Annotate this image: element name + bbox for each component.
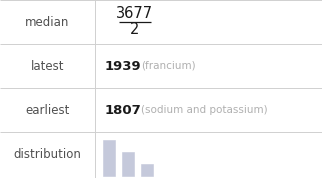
Text: 3677: 3677: [117, 7, 154, 22]
Bar: [103, 140, 115, 176]
Text: 1939: 1939: [105, 59, 142, 72]
Bar: [141, 164, 153, 176]
Text: latest: latest: [31, 59, 64, 72]
Text: (sodium and potassium): (sodium and potassium): [141, 105, 268, 115]
Text: 2: 2: [130, 22, 140, 38]
Bar: [122, 152, 134, 176]
Text: (francium): (francium): [141, 61, 196, 71]
Text: 1807: 1807: [105, 103, 142, 116]
Text: median: median: [25, 15, 70, 28]
Text: earliest: earliest: [25, 103, 70, 116]
Text: distribution: distribution: [14, 148, 81, 161]
